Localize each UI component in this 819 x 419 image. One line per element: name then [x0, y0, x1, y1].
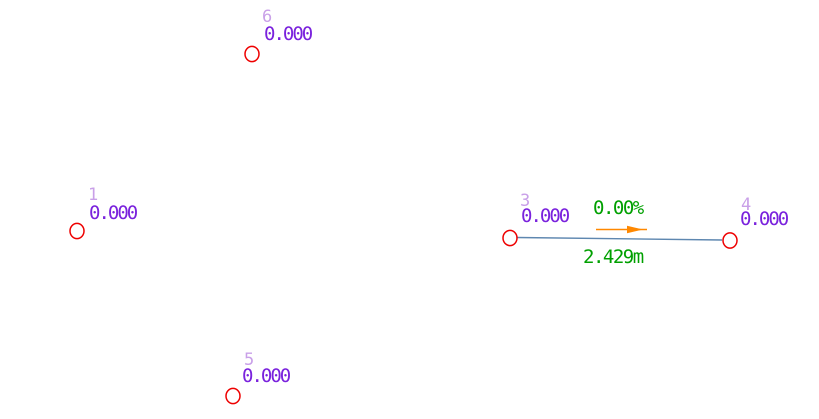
segment-distance-label[interactable]: 2.429m — [583, 246, 644, 268]
point-marker-5[interactable] — [225, 387, 241, 405]
point-elevation-1[interactable]: 0.000 — [89, 202, 138, 224]
point-number-1[interactable]: 1 — [88, 185, 98, 205]
point-elevation-4[interactable]: 0.000 — [740, 208, 789, 230]
point-number-3[interactable]: 3 — [520, 191, 530, 211]
segment-slope-label[interactable]: 0.00% — [593, 197, 644, 219]
point-number-5[interactable]: 5 — [244, 350, 254, 370]
point-number-4[interactable]: 4 — [741, 195, 751, 215]
segment-line-3-4[interactable] — [516, 236, 723, 241]
slope-direction-arrow[interactable] — [596, 225, 647, 234]
point-marker-6[interactable] — [244, 45, 260, 63]
point-elevation-5[interactable]: 0.000 — [242, 365, 291, 387]
point-elevation-6[interactable]: 0.000 — [264, 23, 313, 45]
point-marker-4[interactable] — [722, 232, 738, 249]
point-marker-3[interactable] — [502, 229, 518, 247]
point-elevation-3[interactable]: 0.000 — [521, 205, 570, 227]
point-marker-1[interactable] — [69, 222, 85, 240]
point-number-6[interactable]: 6 — [262, 7, 272, 27]
